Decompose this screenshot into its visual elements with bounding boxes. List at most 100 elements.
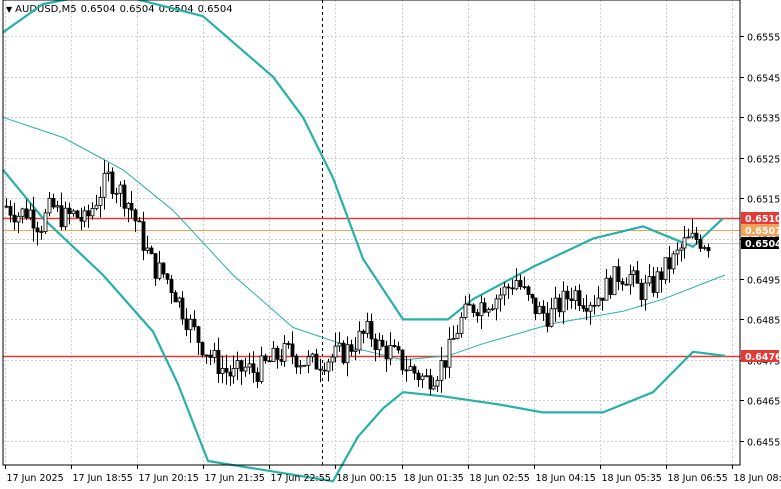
candle-body (349, 344, 354, 352)
candle-body (314, 353, 319, 370)
candle-body (412, 366, 417, 374)
candle-body (377, 339, 382, 351)
candle-body (663, 257, 668, 280)
candle-body (475, 312, 480, 317)
candle-body (549, 308, 554, 327)
x-tick-label: 18 Jun 05:35 (602, 473, 662, 484)
candle-body (675, 249, 680, 255)
candle-body (596, 297, 601, 307)
candle-body (486, 309, 491, 313)
candle-body (75, 210, 80, 218)
x-tick-label: 18 Jun 02:55 (470, 473, 530, 484)
candle-body (522, 286, 527, 289)
candle-body (479, 302, 484, 317)
candle-body (357, 330, 362, 351)
candle-body (102, 172, 107, 198)
candle-body (526, 286, 531, 295)
dropdown-arrow-icon[interactable]: ▼ (6, 5, 13, 14)
x-tick-label: 18 Jun 00:15 (337, 473, 397, 484)
candle-body (337, 342, 342, 347)
candle-body (71, 210, 76, 214)
candle-body (271, 347, 276, 362)
candle-body (624, 283, 629, 286)
candle-body (459, 316, 464, 334)
x-tick-label: 18 Jun 08:15 (734, 473, 781, 484)
candle-body (651, 276, 656, 293)
candle-body (177, 297, 182, 303)
candle-body (341, 342, 346, 364)
bollinger-bands (2, 0, 726, 483)
candle-body (200, 342, 205, 356)
candle-body (228, 371, 233, 377)
x-tick-label: 18 Jun 04:15 (536, 473, 596, 484)
candle-body (514, 280, 519, 290)
candle-body (384, 345, 389, 360)
candle-body (502, 286, 507, 296)
candle-body (180, 297, 185, 320)
price-level-label: 0.6476 (745, 352, 781, 363)
candle-body (396, 346, 401, 351)
candle-body (679, 247, 684, 251)
candle-body (494, 298, 499, 310)
candle-body (667, 257, 672, 270)
candle-body (404, 369, 409, 372)
candle-body (565, 290, 570, 300)
candle-body (12, 214, 17, 223)
candle-body (447, 338, 452, 368)
candle-body (490, 308, 495, 311)
candle-body (706, 247, 711, 252)
candle-body (243, 366, 248, 372)
candle-body (361, 330, 366, 334)
candle-body (275, 347, 280, 360)
candle-body (235, 360, 240, 369)
candle-body (306, 356, 311, 366)
candle-body (373, 338, 378, 351)
price-level-label-bg (741, 224, 779, 236)
candle-body (561, 290, 566, 313)
x-tick-label: 18 Jun 01:35 (404, 473, 464, 484)
candle-body (541, 305, 546, 314)
candle-body (588, 304, 593, 312)
candle-body (353, 349, 358, 352)
candle-body (239, 360, 244, 372)
candle-body (420, 375, 425, 381)
y-tick-label: 0.6555 (747, 33, 780, 44)
candle-body (424, 375, 429, 378)
candle-body (79, 216, 84, 222)
candle-body (537, 305, 542, 315)
candle-body (639, 282, 644, 300)
candle-body (310, 353, 315, 358)
candle-body (279, 358, 284, 362)
candle-body (294, 355, 299, 368)
candle-body (192, 318, 197, 328)
candle-body (333, 345, 338, 358)
candle-body (643, 282, 648, 301)
candle-body (126, 202, 131, 209)
y-tick-label: 0.6485 (747, 316, 780, 327)
candle-body (208, 354, 213, 358)
x-tick-label: 18 Jun 06:55 (668, 473, 728, 484)
candle-body (165, 273, 170, 280)
candle-body (482, 302, 487, 313)
candle-body (616, 266, 621, 283)
candle-body (149, 247, 154, 255)
candle-body (94, 204, 99, 209)
price-levels (3, 217, 740, 358)
bollinger-middle-band (2, 116, 726, 361)
candle-body (106, 171, 111, 174)
y-tick-label: 0.6495 (747, 276, 780, 287)
price-level-label-bg (741, 350, 779, 362)
candle-body (216, 349, 221, 374)
candle-body (318, 368, 323, 371)
candle-body (59, 205, 64, 228)
candle-body (28, 209, 33, 219)
candle-body (47, 197, 52, 214)
grid (3, 0, 740, 465)
candle-body (157, 262, 162, 279)
candle-body (86, 210, 91, 217)
candle-body (141, 221, 146, 251)
